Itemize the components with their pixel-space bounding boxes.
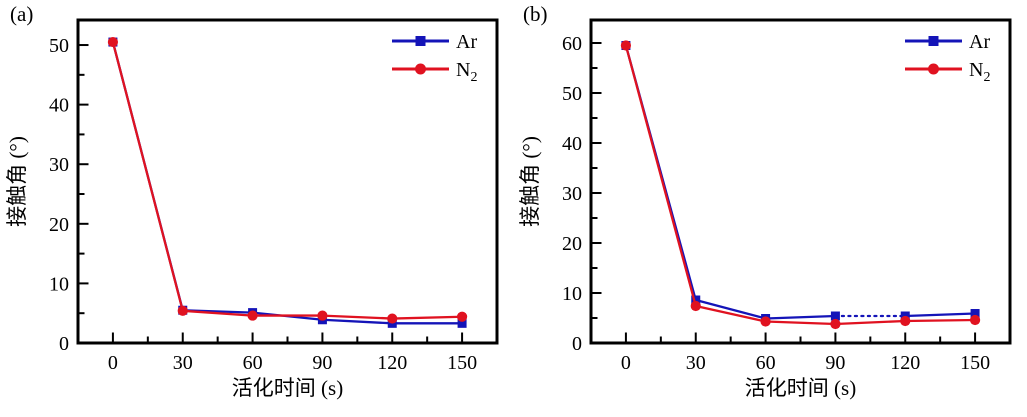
series-line-N2	[322, 314, 393, 320]
x-tick-label: 150	[447, 352, 477, 374]
series-line-N2	[624, 45, 697, 307]
legend-label: N2	[969, 59, 990, 85]
data-point-N2	[969, 314, 981, 326]
series-line-Ar	[322, 318, 393, 325]
chart-a-canvas: 0 30 60 90 120 150 0 10 20 30 40 50 活化时间 (s) 接触角 (°) A…	[5, 18, 499, 400]
x-tick-label: 0	[621, 352, 631, 374]
y-tick-label: 50	[562, 83, 582, 105]
series-line-N2	[111, 41, 184, 312]
y-tick-label: 0	[572, 333, 582, 355]
data-point-N2	[177, 305, 188, 316]
legend-label: N2	[456, 59, 477, 85]
data-point-N2	[900, 315, 911, 327]
legend-item-Ar: Ar	[392, 31, 477, 53]
panel-label-b: (b)	[523, 2, 548, 26]
x-tick-label: 90	[312, 352, 332, 374]
y-tick-label: 0	[59, 333, 69, 355]
y-tick-label: 50	[49, 35, 69, 57]
data-point-Ar	[970, 309, 980, 318]
legend-marker-circle	[415, 63, 426, 75]
series-line-Ar	[765, 314, 836, 320]
plot-border	[76, 18, 499, 345]
legend-label: Ar	[969, 31, 990, 53]
x-tick-label: 120	[890, 352, 920, 374]
x-tick-label: 0	[108, 352, 118, 374]
x-tick-label: 150	[960, 352, 990, 374]
data-point-N2	[830, 318, 841, 330]
legend-label: Ar	[456, 31, 477, 53]
x-tick-label: 90	[825, 352, 845, 374]
series-line-N2	[182, 309, 253, 317]
series-line-N2	[905, 318, 976, 323]
y-tick-label: 20	[49, 214, 69, 236]
panel-b: (b) 0 30 60 90 120 150 0 10 20 30 40 50 60 活化时间 (s) 接触…	[513, 0, 1026, 412]
legend-marker-circle	[928, 63, 939, 75]
panel-a: (a) 0 30 60 90 120 150 0 10 20 30 40 50 活化时间 (s) 接触角 …	[0, 0, 513, 412]
legend-marker-square	[928, 36, 939, 46]
x-axis-label: 活化时间 (s)	[745, 376, 856, 400]
data-point-N2	[760, 316, 771, 327]
series-line-Ar	[905, 312, 976, 318]
x-tick-label: 60	[756, 352, 776, 374]
y-tick-label: 10	[562, 283, 582, 305]
y-tick-label: 20	[562, 233, 582, 255]
y-tick-label: 40	[562, 133, 582, 155]
series-line-Ar	[695, 298, 766, 320]
legend-item-Ar: Ar	[905, 31, 990, 53]
y-tick-label: 40	[49, 95, 69, 117]
y-tick-label: 10	[49, 273, 69, 295]
data-point-N2	[620, 40, 632, 51]
legend-item-N2: N2	[392, 59, 477, 85]
legend-item-N2: N2	[905, 59, 990, 85]
legend-marker-square	[415, 36, 426, 46]
x-tick-label: 60	[243, 352, 263, 374]
x-tick-label: 30	[686, 352, 706, 374]
series-line-N2	[835, 319, 906, 326]
y-tick-label: 60	[562, 33, 582, 55]
y-tick-label: 30	[562, 183, 582, 205]
data-point-N2	[317, 310, 328, 321]
y-tick-label: 30	[49, 154, 69, 176]
data-point-Ar	[691, 295, 701, 305]
series-line-N2	[392, 315, 463, 320]
data-point-N2	[387, 313, 398, 324]
data-point-N2	[690, 300, 701, 312]
x-axis-label: 活化时间 (s)	[232, 376, 343, 400]
plot-border	[589, 18, 1012, 345]
data-point-N2	[107, 36, 119, 48]
data-point-Ar	[830, 311, 840, 321]
series-line-N2	[695, 304, 766, 323]
y-axis-label: 接触角 (°)	[5, 136, 29, 227]
x-tick-label: 120	[377, 352, 407, 374]
data-point-N2	[456, 311, 468, 322]
x-tick-label: 30	[173, 352, 193, 374]
data-point-Ar	[457, 318, 467, 328]
panel-label-a: (a)	[10, 2, 34, 26]
y-axis-label: 接触角 (°)	[518, 136, 542, 227]
data-point-N2	[247, 310, 258, 321]
series-line-N2	[765, 320, 836, 326]
